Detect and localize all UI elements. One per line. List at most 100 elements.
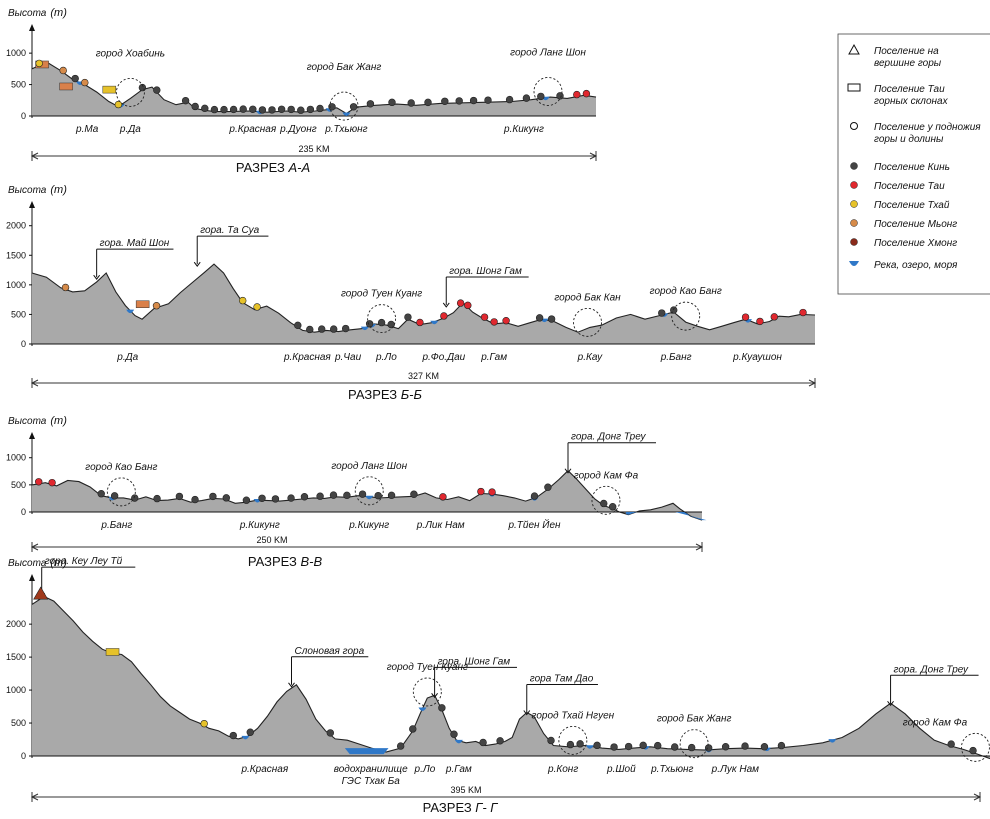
- terrain-outline: [31, 61, 597, 115]
- section-1: Высота (m) 0 500 1000 город Хоабинь город Бак …: [6, 7, 598, 175]
- settlement-kinh-dot: [249, 105, 257, 113]
- legend-label: Поселение Мьонг: [874, 219, 957, 230]
- river-label: р.Да: [116, 352, 138, 363]
- city-label: город Као Банг: [85, 462, 157, 473]
- river-label: р.Кау: [577, 352, 603, 363]
- settlement-kinh-dot: [566, 740, 575, 749]
- river-label: р.Красная: [228, 124, 276, 135]
- city-marker-circle: [573, 307, 602, 337]
- river-label: р.Шой: [606, 764, 636, 775]
- sea-water: [626, 512, 660, 515]
- settlement-kinh-dot: [704, 744, 713, 752]
- settlement-kinh-dot: [341, 324, 350, 333]
- y-tick-label: 1000: [6, 453, 26, 463]
- settlement-tai-dot: [440, 312, 448, 320]
- river-label: р.Фо.Даи: [421, 352, 465, 363]
- peak-marker-icon: [564, 468, 572, 474]
- river-label: р.Гам: [480, 352, 507, 363]
- y-axis-label-unit: (m): [50, 557, 67, 569]
- peak-marker-icon: [442, 302, 450, 308]
- settlement-kinh-dot: [547, 736, 555, 745]
- city-marker-circle: [115, 77, 145, 107]
- y-tick-label: 0: [21, 111, 26, 121]
- city-label: город Ланг Шон: [510, 47, 586, 58]
- y-axis-label-unit: (m): [50, 415, 67, 427]
- river-label: р.Тхьюнг: [650, 764, 693, 775]
- peak-marker-icon: [93, 274, 101, 280]
- city-marker-circle: [558, 725, 588, 755]
- city-marker-circle: [960, 732, 990, 762]
- settlement-kinh-dot: [670, 306, 678, 314]
- settlement-kinh-dot: [330, 325, 338, 333]
- settlement-kinh-dot: [387, 491, 396, 500]
- reservoir-label: водохранилище: [334, 764, 408, 775]
- y-axis-label-word: Высота: [8, 185, 47, 196]
- settlement-kinh-dot: [388, 98, 396, 107]
- legend-kinh-icon: [850, 162, 858, 170]
- legend-label: Река, озеро, моря: [874, 260, 958, 271]
- city-marker-circle: [354, 476, 384, 506]
- river-label: р.Конг: [547, 764, 578, 775]
- summit-settlement-triangle: [33, 586, 49, 600]
- settlement-kinh-dot: [358, 490, 367, 498]
- settlement-kinh-dot: [239, 105, 247, 113]
- settlement-tai-dot: [456, 299, 465, 307]
- peak-label: гора. Май Шон: [100, 238, 170, 249]
- settlement-kinh-dot: [438, 704, 446, 712]
- settlement-kinh-dot: [191, 102, 199, 111]
- y-axis-arrow-icon: [29, 432, 35, 439]
- y-axis-arrow-icon: [29, 24, 35, 31]
- settlement-kinh-dot: [328, 103, 336, 111]
- city-label: город Кам Фа: [903, 717, 968, 728]
- section-title: РАЗРЕЗ Г- Г: [423, 800, 499, 815]
- legend-water-icon: [849, 261, 859, 266]
- y-tick-label: 1000: [6, 48, 26, 58]
- slope-settlement-rect: [102, 85, 117, 94]
- legend-hmong-icon: [850, 238, 858, 246]
- peak-marker-icon: [887, 700, 894, 707]
- distance-label: 250 KM: [256, 535, 287, 545]
- city-label: город Туен Куанг: [387, 662, 468, 673]
- settlement-kinh-dot: [201, 104, 209, 113]
- distance-label: 235 KM: [298, 144, 329, 154]
- settlement-kinh-dot: [721, 743, 730, 751]
- settlement-kinh-dot: [777, 741, 786, 750]
- slope-settlement-rect: [59, 82, 73, 91]
- city-marker-circle: [533, 77, 563, 106]
- settlement-thai-dot: [200, 719, 208, 728]
- settlement-kinh-dot: [741, 742, 749, 750]
- distance-label: 327 KM: [408, 371, 439, 381]
- settlement-kinh-dot: [343, 491, 351, 500]
- settlement-kinh-dot: [608, 503, 617, 511]
- settlement-tai-dot: [741, 313, 750, 321]
- settlement-kinh-dot: [424, 98, 432, 107]
- settlement-kinh-dot: [271, 495, 280, 503]
- y-axis-label-word: Высота: [8, 8, 47, 19]
- settlement-kinh-dot: [329, 491, 338, 499]
- settlement-kinh-dot: [387, 320, 395, 329]
- settlement-kinh-dot: [131, 494, 139, 502]
- river-label: р.Лук Нам: [711, 764, 759, 775]
- settlement-kinh-dot: [242, 496, 251, 504]
- river-water: [418, 707, 427, 712]
- city-label: город Тхай Нгуен: [532, 710, 615, 721]
- settlement-kinh-dot: [268, 106, 276, 114]
- legend-label: Поселение у подножия: [874, 122, 981, 133]
- river-water: [454, 739, 463, 744]
- settlement-kinh-dot: [530, 492, 539, 500]
- settlement-kinh-dot: [441, 97, 449, 106]
- river-label: р.Ма: [75, 124, 99, 135]
- slope-settlement-rect: [105, 648, 120, 656]
- settlement-kinh-dot: [366, 100, 375, 108]
- settlement-kinh-dot: [326, 729, 335, 737]
- river-label: р.Гам: [445, 764, 472, 775]
- y-axis-label: Высота (m): [8, 184, 67, 196]
- settlement-kinh-dot: [496, 737, 504, 745]
- settlement-kinh-dot: [246, 728, 254, 736]
- settlement-kinh-dot: [258, 106, 267, 114]
- river-label: р.Ло: [414, 764, 436, 775]
- settlement-tai-dot: [502, 317, 510, 325]
- settlement-tai-dot: [488, 488, 496, 496]
- legend-label: Поселение Таи: [874, 181, 945, 192]
- settlement-kinh-dot: [229, 105, 238, 114]
